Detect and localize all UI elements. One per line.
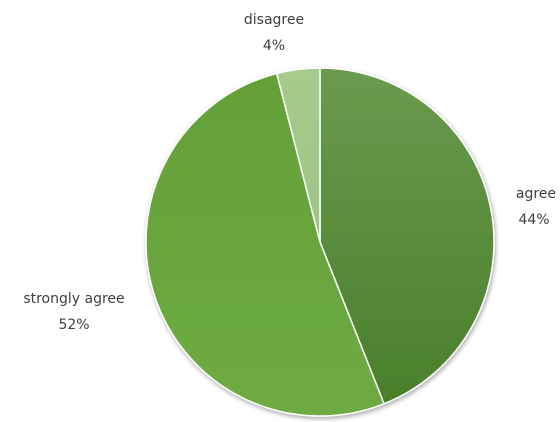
slice-label-strongly-agree: strongly agree <box>23 291 124 307</box>
slice-value-agree: 44% <box>518 212 549 228</box>
slice-label-agree: agree <box>516 186 556 202</box>
slice-label-disagree: disagree <box>244 12 304 28</box>
pie-slice-agree <box>319 67 495 405</box>
pie-slice-disagree <box>275 67 321 243</box>
pie-slice-strongly-agree <box>145 72 386 417</box>
slice-value-disagree: 4% <box>263 38 285 54</box>
slice-value-strongly-agree: 52% <box>58 317 89 333</box>
